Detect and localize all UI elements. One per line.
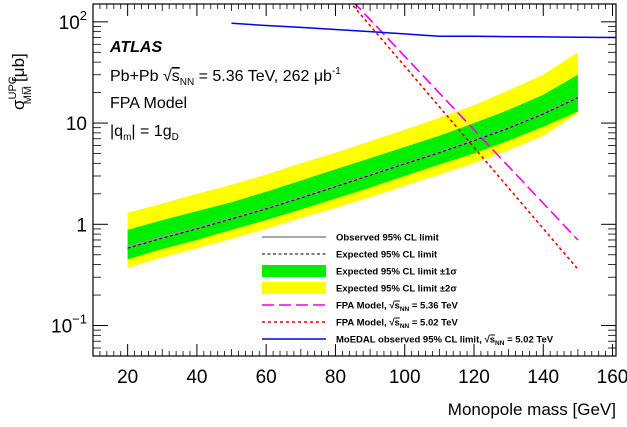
- plot-frame: [92, 3, 617, 357]
- x-tick-label: 60: [256, 367, 277, 388]
- fpa-536-line: [354, 4, 579, 241]
- y-tick-base: 10: [59, 13, 80, 34]
- x-tick-label: 120: [458, 367, 490, 388]
- y-tick-label: 10: [66, 114, 87, 135]
- legend-label-band1: Expected 95% CL limit ±1σ: [336, 267, 457, 278]
- legend-text-main: Expected 95% CL limit: [336, 250, 438, 261]
- legend-label-expected: Expected 95% CL limit: [336, 250, 438, 261]
- moedal-limit-line: [231, 22, 616, 39]
- atlas-annotation: ATLAS Pb+Pb √sNN = 5.36 TeV, 262 μb-1 FP…: [109, 39, 341, 143]
- legend-swatch-band2: [262, 282, 326, 294]
- y-tick-label: 102: [59, 8, 87, 34]
- legend: Observed 95% CL limit Expected 95% CL lim…: [262, 233, 554, 348]
- legend-sqrt-arg: s: [395, 318, 400, 329]
- fpa-502-line: [350, 4, 579, 270]
- legend-text-tail: = 5.36 TeV: [409, 301, 458, 312]
- limit-curves: [127, 4, 616, 270]
- legend-sqrt-sign: √: [389, 301, 395, 312]
- legend-text-main: Expected 95% CL limit ±1σ: [336, 267, 457, 278]
- x-axis-title: Monopole mass [GeV]: [448, 400, 616, 419]
- y-tick-exponent: −1: [72, 312, 87, 327]
- experiment-label: ATLAS: [109, 39, 162, 56]
- legend-sqrt-sub: NN: [495, 340, 505, 347]
- legend-text-tail: = 5.02 TeV: [409, 318, 458, 329]
- x-tick-label: 40: [186, 367, 207, 388]
- x-tick-labels: 20 40 60 80 100 120 140 160: [117, 367, 627, 388]
- legend-sqrt-arg: s: [490, 335, 495, 346]
- x-tick-label: 140: [527, 367, 559, 388]
- band-1sigma: [127, 74, 578, 260]
- legend-sqrt-sign: √: [485, 335, 491, 346]
- y-tick-label: 1: [76, 215, 87, 236]
- legend-text-main: Observed 95% CL limit: [336, 233, 440, 244]
- legend-text-main: FPA Model,: [336, 301, 389, 312]
- uncertainty-bands: [127, 52, 578, 268]
- dataset-label: Pb+Pb √sNN = 5.36 TeV, 262 μb-1: [110, 66, 341, 88]
- y-tick-exponent: 2: [80, 8, 87, 23]
- x-tick-label: 80: [325, 367, 346, 388]
- legend-sqrt-sign: √: [389, 318, 395, 329]
- legend-label-observed: Observed 95% CL limit: [336, 233, 440, 244]
- y-tick-base: 10: [51, 317, 72, 338]
- model-label: FPA Model: [110, 95, 187, 112]
- legend-text-tail: = 5.02 TeV: [504, 335, 553, 346]
- x-tick-label: 100: [389, 367, 421, 388]
- x-tick-label: 20: [117, 367, 138, 388]
- charge-label: |qm| = 1gD: [110, 123, 179, 143]
- legend-sqrt-arg: s: [395, 301, 400, 312]
- x-tick-label: 160: [597, 367, 627, 388]
- y-tick-label: 10−1: [51, 312, 87, 338]
- y-axis-title: σUPC MM̅[μb]: [7, 53, 34, 110]
- legend-swatch-band1: [262, 265, 326, 277]
- observed-limit-line: [127, 96, 579, 248]
- legend-label-moedal: MoEDAL observed 95% CL limit, √sNN = 5.0…: [336, 335, 554, 348]
- legend-sqrt-sub: NN: [400, 323, 410, 330]
- legend-text-main: FPA Model,: [336, 318, 389, 329]
- legend-text-main: MoEDAL observed 95% CL limit,: [336, 335, 485, 346]
- legend-sqrt-sub: NN: [400, 306, 410, 313]
- legend-label-band2: Expected 95% CL limit ±2σ: [336, 284, 457, 295]
- legend-label-fpa536: FPA Model, √sNN = 5.36 TeV: [336, 301, 459, 314]
- expected-limit-line: [127, 97, 579, 249]
- axis-ticks: [93, 4, 616, 356]
- legend-text-main: Expected 95% CL limit ±2σ: [336, 284, 457, 295]
- legend-label-fpa502: FPA Model, √sNN = 5.02 TeV: [336, 318, 459, 331]
